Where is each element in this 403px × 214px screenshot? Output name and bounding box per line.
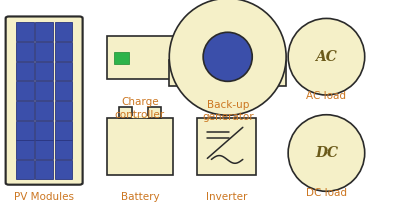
Bar (16, 42, 34, 61)
FancyBboxPatch shape (6, 16, 83, 185)
Ellipse shape (288, 18, 365, 95)
Bar (54, 141, 72, 159)
Ellipse shape (203, 32, 252, 81)
Bar (54, 81, 72, 100)
Bar (54, 62, 72, 80)
Bar (16, 62, 34, 80)
Bar (54, 22, 72, 41)
Text: Battery: Battery (120, 192, 159, 202)
Text: Inverter: Inverter (206, 192, 247, 202)
Bar (35, 101, 53, 120)
Bar (16, 141, 34, 159)
Text: DC load: DC load (306, 188, 347, 198)
Bar (107, 36, 173, 79)
Bar (107, 118, 173, 175)
Ellipse shape (288, 115, 365, 191)
Ellipse shape (169, 0, 286, 115)
Bar (114, 52, 129, 64)
Text: Charge
controller: Charge controller (115, 97, 165, 120)
Bar (54, 101, 72, 120)
Text: PV Modules: PV Modules (14, 192, 74, 202)
Bar (35, 62, 53, 80)
Bar (35, 42, 53, 61)
Bar (54, 160, 72, 179)
Text: AC load: AC load (306, 91, 347, 101)
Text: Back-up
generator: Back-up generator (202, 100, 253, 122)
Bar (35, 141, 53, 159)
Text: AC: AC (316, 50, 337, 64)
Text: DC: DC (315, 146, 338, 160)
Bar (16, 22, 34, 41)
Bar (132, 116, 148, 118)
Bar (197, 118, 256, 175)
Bar (148, 107, 161, 118)
Bar (119, 107, 132, 118)
Bar (169, 60, 286, 86)
Bar (54, 121, 72, 140)
Bar (35, 160, 53, 179)
Bar (35, 22, 53, 41)
Bar (16, 101, 34, 120)
Bar (35, 81, 53, 100)
Bar (16, 121, 34, 140)
Bar (54, 42, 72, 61)
Bar (16, 81, 34, 100)
Bar (16, 160, 34, 179)
Bar (35, 121, 53, 140)
